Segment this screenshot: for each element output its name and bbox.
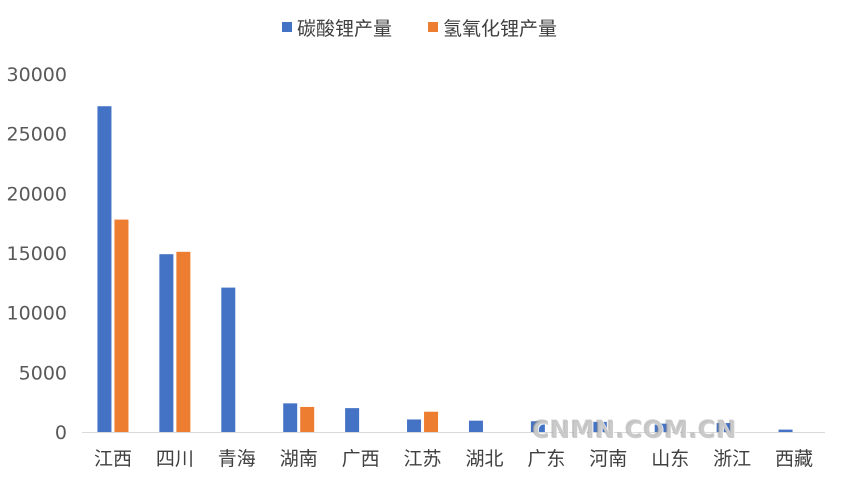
bar-lithium-hydroxide-1 bbox=[114, 219, 129, 432]
x-category-label: 广东 bbox=[527, 448, 565, 470]
bar-lithium-carbonate-12 bbox=[778, 429, 793, 432]
y-tick-label: 25000 bbox=[7, 124, 67, 146]
y-axis-ticks: 0 5000 10000 15000 20000 25000 30000 bbox=[7, 64, 67, 444]
bar-lithium-hydroxide-2 bbox=[176, 251, 191, 432]
y-tick-label: 10000 bbox=[7, 303, 67, 325]
legend-label-2: 氢氧化锂产量 bbox=[443, 18, 557, 40]
bar-lithium-carbonate-5 bbox=[345, 408, 360, 432]
bar-lithium-carbonate-9 bbox=[592, 421, 607, 432]
x-category-label: 湖北 bbox=[465, 448, 503, 470]
bar-lithium-carbonate-6 bbox=[407, 419, 422, 432]
legend: 碳酸锂产量 氢氧化锂产量 bbox=[282, 18, 557, 40]
x-category-label: 浙江 bbox=[713, 448, 751, 470]
bars bbox=[97, 106, 793, 432]
x-axis-labels: 江西 四川 青海 湖南 广西 江苏 湖北 广东 河南 山东 浙江 西藏 bbox=[94, 448, 813, 470]
x-category-label: 山东 bbox=[651, 448, 689, 470]
bar-lithium-carbonate-1 bbox=[97, 106, 112, 432]
x-category-label: 广西 bbox=[342, 448, 380, 470]
y-tick-label: 30000 bbox=[7, 64, 67, 86]
bar-lithium-carbonate-3 bbox=[221, 287, 236, 432]
x-category-label: 江苏 bbox=[404, 448, 442, 470]
x-category-label: 江西 bbox=[94, 448, 132, 470]
x-category-label: 西藏 bbox=[775, 448, 813, 470]
y-tick-label: 0 bbox=[55, 422, 67, 444]
bar-lithium-hydroxide-4 bbox=[300, 406, 315, 432]
y-tick-label: 5000 bbox=[19, 362, 67, 384]
y-tick-label: 20000 bbox=[7, 183, 67, 205]
legend-label-1: 碳酸锂产量 bbox=[297, 18, 392, 40]
x-category-label: 河南 bbox=[589, 448, 627, 470]
x-category-label: 青海 bbox=[218, 448, 256, 470]
bar-lithium-carbonate-2 bbox=[159, 254, 174, 432]
bar-lithium-hydroxide-6 bbox=[424, 411, 439, 432]
bar-lithium-carbonate-7 bbox=[468, 420, 483, 432]
legend-swatch-1 bbox=[282, 22, 292, 32]
legend-swatch-2 bbox=[428, 22, 438, 32]
bar-lithium-carbonate-8 bbox=[530, 421, 545, 432]
bar-lithium-carbonate-4 bbox=[283, 403, 298, 432]
bar-lithium-carbonate-10 bbox=[654, 423, 669, 432]
bar-lithium-carbonate-11 bbox=[716, 423, 731, 432]
x-category-label: 四川 bbox=[156, 448, 194, 470]
x-category-label: 湖南 bbox=[280, 448, 318, 470]
y-tick-label: 15000 bbox=[7, 243, 67, 265]
